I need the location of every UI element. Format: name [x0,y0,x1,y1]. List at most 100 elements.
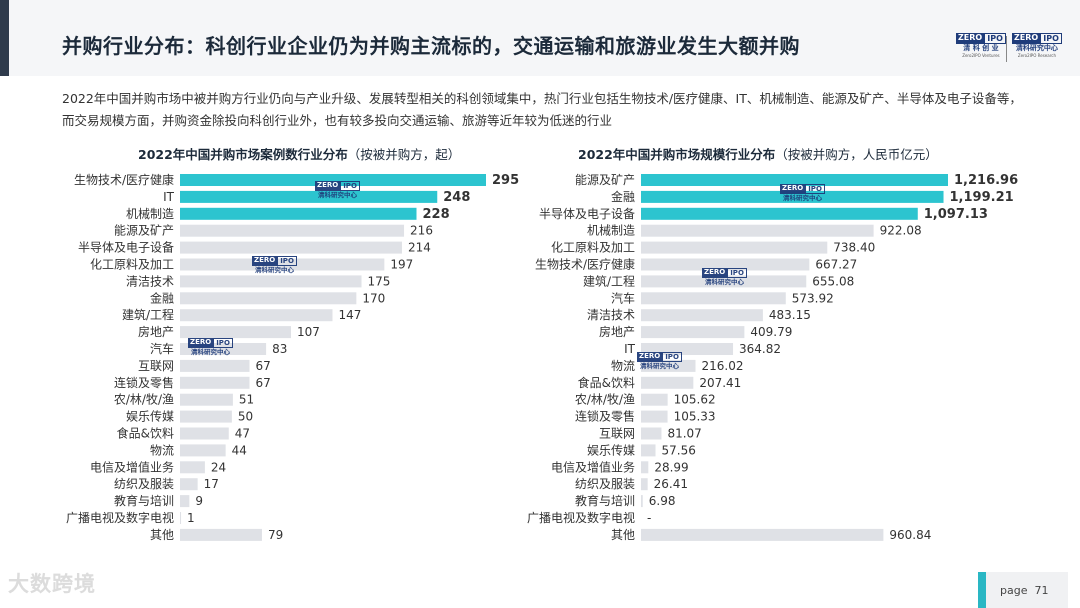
bar [180,461,205,474]
value-label: 655.08 [812,274,854,288]
category-label: 化工原料及加工 [90,258,174,272]
category-label: 能源及矿产 [575,173,635,187]
category-label: 清洁技术 [587,308,635,322]
logo-divider [1006,36,1007,62]
category-label: 生物技术/医疗健康 [74,172,174,187]
bar [180,190,438,203]
category-label: 农/林/牧/渔 [575,393,635,407]
bar [641,275,807,288]
category-label: 半导体及电子设备 [78,241,174,255]
bar [641,410,668,423]
zero2ipo-ventures-logo: ZERO IPO 清 科 创 业 Zero2IPO Ventures [956,33,1006,65]
category-label: 机械制造 [126,206,174,221]
value-label: 1,097.13 [924,207,988,222]
value-label: 197 [390,258,413,272]
category-label: 物流 [150,443,174,457]
bar [180,528,262,541]
category-label: 半导体及电子设备 [539,207,635,221]
category-label: 清洁技术 [126,274,174,288]
category-label: 机械制造 [587,223,635,238]
category-label: 金融 [150,290,174,305]
value-label: 1 [187,511,195,525]
bar [180,444,226,457]
value-label: 107 [297,325,320,339]
value-label: 1,199.21 [950,190,1014,205]
category-label: 物流 [611,359,635,373]
value-label: 24 [211,460,226,474]
category-label: 纺织及服装 [575,477,635,491]
value-label: 83 [272,342,287,356]
category-label: 房地产 [599,324,635,339]
bar [641,461,649,474]
bar [180,207,417,220]
right-chart-title: 2022年中国并购市场规模行业分布（按被并购方，人民币亿元） [578,147,938,162]
value-label: 214 [408,241,431,255]
bar [180,478,198,491]
category-label: 电信及增值业务 [90,459,174,474]
category-label: 广播电视及数字电视 [66,510,174,525]
value-label: 9 [195,494,203,508]
value-label: 228 [423,207,450,222]
watermark-logo: ZERO IPO 清科研究中心 [188,338,233,356]
bar [180,224,405,237]
bar [641,495,643,508]
value-label: 105.33 [674,410,716,424]
bar [641,393,668,406]
value-label: 573.92 [792,291,834,305]
value-label: 960.84 [889,528,931,542]
bar [180,241,402,254]
value-label: 667.27 [815,258,857,272]
category-label: 纺织及服装 [114,477,174,491]
value-label: 207.41 [699,376,741,390]
bar [180,410,232,423]
bar [180,376,250,389]
watermark-logo: ZERO IPO 清科研究中心 [252,256,297,274]
value-label: 483.15 [769,308,811,322]
category-label: 建筑/工程 [583,273,635,288]
value-label: 409.79 [750,325,792,339]
bar [641,359,696,372]
category-label: 广播电视及数字电视 [527,510,635,525]
value-label: 364.82 [739,342,781,356]
bar [180,495,190,508]
category-label: 农/林/牧/渔 [114,393,174,407]
value-label: 216 [410,224,433,238]
bar [641,427,662,440]
value-label: 147 [338,308,361,322]
bar [641,241,828,254]
bar [180,427,229,440]
case-count-bar-chart: 生物技术/医疗健康 295 IT 248 机械制造 228 能源及矿产 216 半导体及电子设备… [66,172,519,542]
value-label: 17 [204,477,219,491]
category-label: 娱乐传媒 [587,442,635,457]
bar [641,292,786,305]
header-accent-bar [0,0,9,76]
bar [641,309,763,322]
value-label: 67 [255,376,270,390]
value-label: 81.07 [667,427,701,441]
bar [180,292,357,305]
bar [641,326,745,339]
value-label: 57.56 [662,443,696,457]
watermark-logo: ZERO IPO 清科研究中心 [637,352,682,370]
value-label: 105.62 [674,393,716,407]
category-label: 互联网 [599,427,635,441]
category-label: 其他 [611,528,635,542]
header-band [0,0,1080,76]
category-label: 其他 [150,528,174,542]
page-number-box [978,572,1068,608]
category-label: 金融 [611,189,635,204]
category-label: 房地产 [138,324,174,339]
watermark-logo: ZERO IPO 清科研究中心 [780,184,825,202]
value-label: 175 [368,274,391,288]
page-number: page 71 [1000,584,1049,597]
brand-watermark: 大数跨境 [8,572,96,596]
bar [641,478,648,491]
bar [180,359,250,372]
category-label: IT [624,342,636,356]
bar [180,309,333,322]
bar [180,512,182,524]
category-label: 能源及矿产 [114,224,174,238]
bar [641,376,694,389]
category-label: 汽车 [150,341,174,356]
value-label: 26.41 [654,477,688,491]
